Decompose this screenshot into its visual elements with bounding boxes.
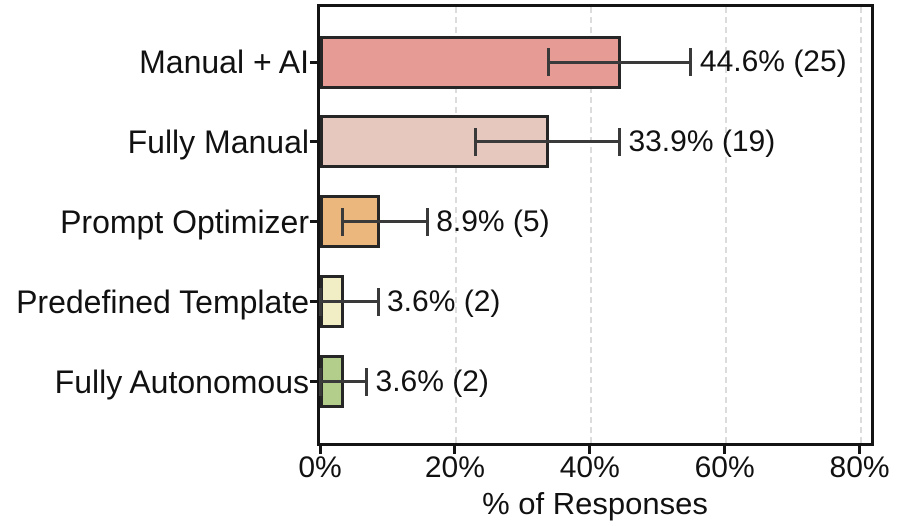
- error-cap-high-fully-manual: [617, 127, 621, 156]
- error-bar-fully-manual: [475, 140, 620, 144]
- y-tick-fully-manual: [310, 140, 317, 144]
- category-label-predefined-template: Predefined Template: [16, 283, 309, 320]
- error-bar-predefined-template: [320, 300, 378, 304]
- gridline-60pct: [724, 7, 727, 443]
- value-label-manual-ai: 44.6% (25): [699, 45, 847, 78]
- category-label-manual-ai: Manual + AI: [139, 44, 309, 80]
- value-label-fully-autonomous: 3.6% (2): [375, 364, 489, 398]
- error-cap-low-manual-ai: [547, 48, 551, 76]
- x-tick-80pct: [858, 446, 862, 454]
- error-cap-low-fully-autonomous: [318, 367, 322, 396]
- x-tick-40pct: [588, 446, 592, 454]
- x-tick-label-80pct: 80%: [829, 451, 890, 484]
- error-bar-fully-autonomous: [320, 380, 367, 384]
- x-tick-label-20pct: 20%: [424, 451, 485, 484]
- y-tick-prompt-optimizer: [310, 220, 317, 224]
- y-tick-manual-ai: [310, 60, 317, 64]
- error-cap-high-predefined-template: [376, 287, 380, 316]
- error-cap-low-prompt-optimizer: [341, 207, 345, 236]
- gridline-80pct: [859, 7, 862, 443]
- x-tick-20pct: [453, 446, 457, 454]
- gridline-20pct: [454, 7, 457, 443]
- plot-area: [317, 4, 874, 446]
- gridline-40pct: [589, 7, 592, 443]
- error-cap-high-prompt-optimizer: [425, 207, 429, 236]
- category-label-prompt-optimizer: Prompt Optimizer: [60, 203, 309, 240]
- y-tick-fully-autonomous: [310, 380, 317, 384]
- x-tick-60pct: [723, 446, 727, 454]
- x-tick-label-40pct: 40%: [559, 451, 620, 484]
- value-label-fully-manual: 33.9% (19): [628, 124, 776, 158]
- y-tick-predefined-template: [310, 300, 317, 304]
- error-bar-prompt-optimizer: [342, 220, 428, 224]
- error-cap-low-predefined-template: [318, 287, 322, 316]
- x-tick-label-60pct: 60%: [694, 451, 755, 484]
- error-cap-high-fully-autonomous: [365, 367, 369, 396]
- x-axis-title: % of Responses: [482, 486, 708, 521]
- error-cap-low-fully-manual: [474, 127, 478, 156]
- category-label-fully-manual: Fully Manual: [127, 123, 309, 160]
- x-tick-label-0pct: 0%: [298, 451, 342, 484]
- x-tick-0pct: [318, 446, 322, 454]
- value-label-prompt-optimizer: 8.9% (5): [436, 204, 550, 238]
- error-cap-high-manual-ai: [689, 48, 693, 76]
- category-label-fully-autonomous: Fully Autonomous: [54, 363, 309, 400]
- value-label-predefined-template: 3.6% (2): [387, 284, 501, 318]
- error-bar-manual-ai: [548, 60, 691, 64]
